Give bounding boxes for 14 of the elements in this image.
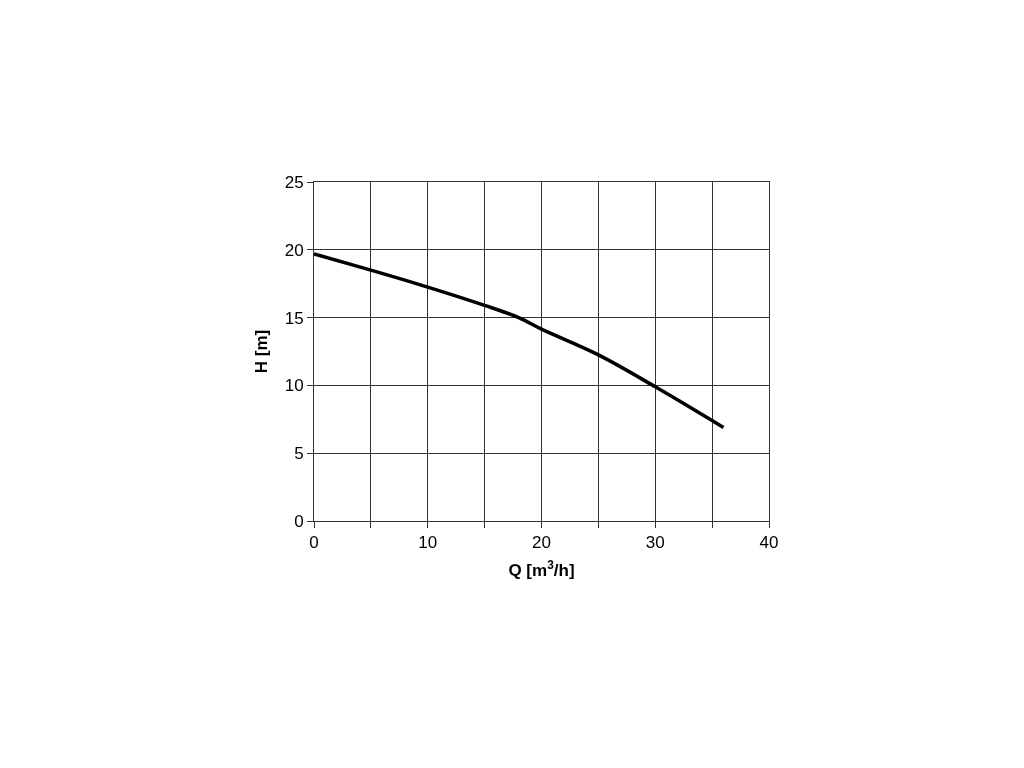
- x-tick-label: 30: [645, 533, 665, 553]
- x-tick-label: 20: [532, 533, 551, 553]
- y-tick-label: 25: [284, 172, 304, 192]
- x-tick-label: 10: [418, 533, 438, 553]
- y-tick-label: 0: [294, 511, 304, 531]
- y-tick-label: 10: [284, 376, 304, 396]
- x-axis-title: Q [m$^{3}$/h]: [508, 557, 575, 580]
- y-tick-label: 5: [294, 444, 304, 464]
- x-tick-label: 40: [759, 533, 779, 553]
- y-axis-title: H [m]: [252, 329, 272, 374]
- y-tick-label: 15: [284, 308, 304, 328]
- x-tick-label: 0: [309, 533, 319, 553]
- y-tick-label: 20: [284, 240, 304, 260]
- line-series: [314, 252, 726, 430]
